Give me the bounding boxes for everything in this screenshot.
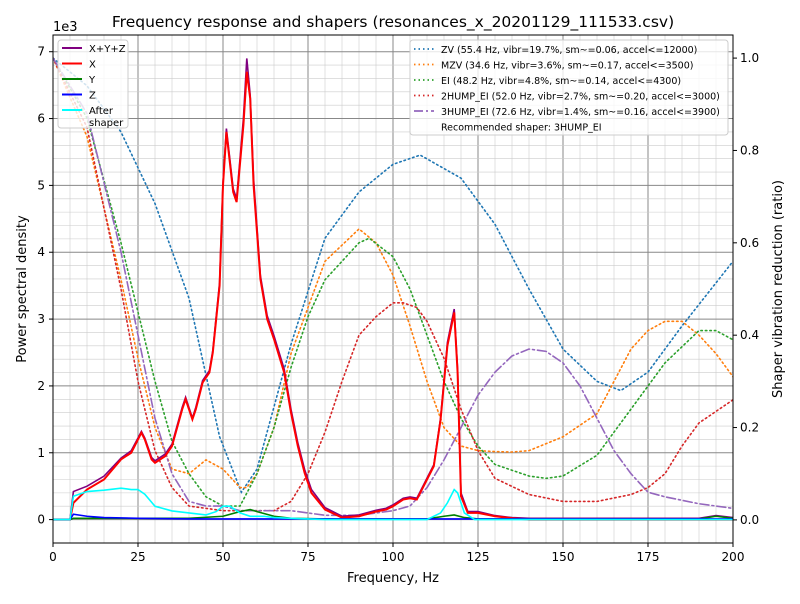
legend-label: EI (48.2 Hz, vibr=4.8%, sm~=0.14, accel<… (441, 76, 681, 87)
y-tick-label: 0 (37, 513, 45, 527)
y-tick-label: 6 (37, 112, 45, 126)
legend-label: 2HUMP_EI (52.0 Hz, vibr=2.7%, sm~=0.20, … (441, 92, 720, 103)
y-tick-label: 7 (37, 45, 45, 59)
legend-label: ZV (55.4 Hz, vibr=19.7%, sm~=0.06, accel… (441, 45, 697, 56)
shaper-line (53, 57, 733, 517)
x-tick-label: 25 (130, 550, 145, 564)
legend-box (409, 39, 729, 136)
x-tick-label: 150 (552, 550, 575, 564)
legend-label: X+Y+Z (89, 44, 126, 55)
y-right-tick-label: 0.0 (740, 513, 759, 527)
x-axis-label: Frequency, Hz (347, 571, 439, 586)
legend-box (57, 39, 129, 129)
legend-label: X (89, 60, 96, 71)
plot-frame (52, 34, 734, 544)
legend-label: After (89, 106, 114, 117)
y-right-tick-label: 0.4 (740, 328, 759, 342)
shaper-line (53, 57, 733, 507)
legend-label: MZV (34.6 Hz, vibr=3.6%, sm~=0.17, accel… (441, 61, 693, 72)
x-tick-label: 100 (382, 550, 405, 564)
legend-label: Z (89, 91, 96, 102)
x-tick-label: 0 (49, 550, 57, 564)
y-offset-label: 1e3 (53, 20, 78, 35)
legend-label: Y (88, 75, 96, 86)
y-axis-label: Power spectral density (15, 215, 30, 363)
chart-title: Frequency response and shapers (resonanc… (112, 13, 674, 32)
y-tick-label: 1 (37, 446, 45, 460)
psd-line (53, 71, 733, 521)
psd-line (53, 487, 733, 521)
x-tick-label: 200 (722, 550, 745, 564)
x-tick-label: 125 (467, 550, 490, 564)
y-tick-label: 5 (37, 178, 45, 192)
y-tick-label: 4 (37, 245, 45, 259)
y-tick-label: 2 (37, 379, 45, 393)
y-right-tick-label: 0.8 (740, 143, 759, 157)
shaper-line (53, 57, 733, 489)
shaper-line (53, 57, 733, 494)
y-right-axis-label: Shaper vibration reduction (ratio) (771, 180, 786, 398)
legend-label: 3HUMP_EI (72.6 Hz, vibr=1.4%, sm~=0.16, … (441, 107, 720, 118)
legend-label: shaper (89, 118, 124, 129)
x-tick-label: 175 (637, 550, 660, 564)
x-tick-label: 75 (300, 550, 315, 564)
y-tick-label: 3 (37, 312, 45, 326)
legend-shapers: ZV (55.4 Hz, vibr=19.7%, sm~=0.06, accel… (409, 39, 729, 136)
x-tick-label: 50 (215, 550, 230, 564)
shaper-line (53, 57, 733, 512)
y-right-tick-label: 1.0 (740, 51, 759, 65)
recommended-shaper-label: Recommended shaper: 3HUMP_EI (441, 123, 602, 134)
y-right-tick-label: 0.6 (740, 236, 759, 250)
y-right-tick-label: 0.2 (740, 421, 759, 435)
